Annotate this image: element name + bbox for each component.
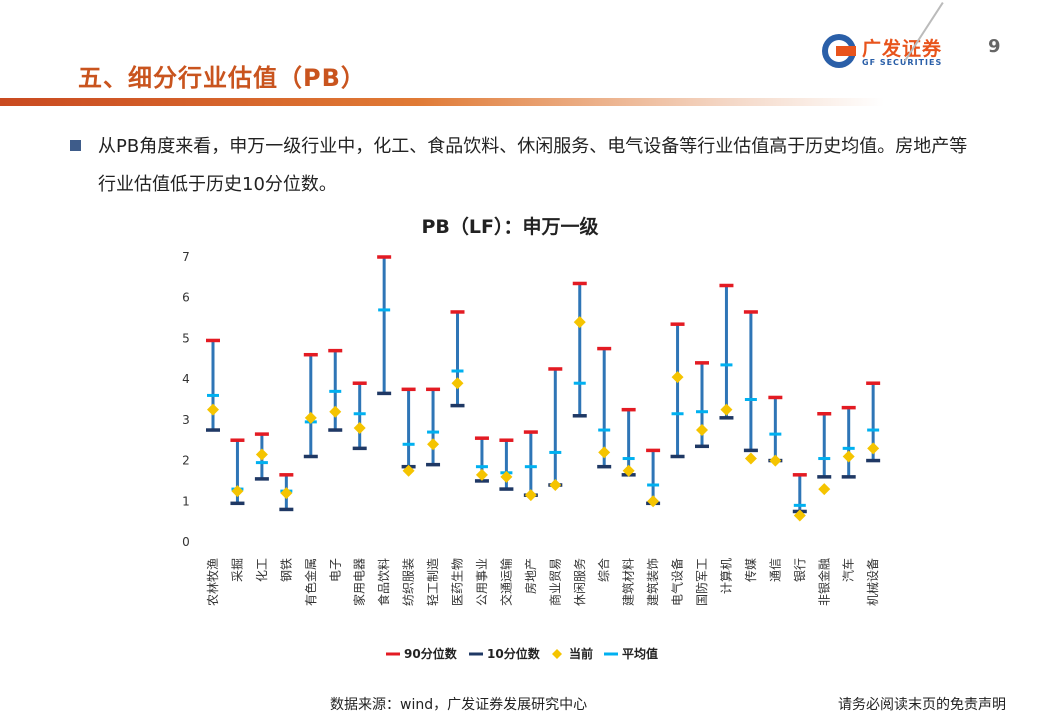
x-category-label: 有色金属 [303,558,318,606]
y-axis: 0 1 2 3 4 5 6 7 [182,250,190,549]
legend-swatch [552,649,562,659]
slide-header: 五、细分行业估值（PB） 广发证券 GF SECURITIES 9 [0,0,1040,110]
x-category-label: 食品饮料 [376,558,391,606]
disclaimer-note: 请务必阅读末页的免责声明 [838,697,1006,713]
current-marker [647,495,660,508]
y-tick-label: 6 [182,291,190,305]
legend-label: 10分位数 [487,646,541,661]
x-axis-labels: 农林牧渔 采掘 化工 钢铁 有色金属 电子 家用电器 食品饮料 纺织服装 轻工制造 医药生物 公用事业… [206,558,880,606]
current-marker [402,464,415,477]
logo-chinese-name: 广发证券 [862,38,943,60]
current-marker [793,509,806,522]
x-category-label: 轻工制造 [426,558,440,606]
current-marker [475,468,488,481]
current-marker [744,452,757,465]
current-marker [549,479,562,491]
x-category-label: 综合 [596,558,611,582]
legend-label: 当前 [569,646,593,661]
data-source-note: 数据来源：wind，广发证券发展研究中心 [330,697,588,713]
legend-label: 90分位数 [404,646,458,661]
current-marker [231,485,244,498]
page-number: 9 [988,36,1001,57]
x-category-label: 机械设备 [865,558,880,606]
y-tick-label: 0 [182,535,190,549]
current-marker [842,450,855,463]
current-marker [598,446,611,459]
x-category-label: 房地产 [523,558,538,594]
x-category-label: 化工 [255,558,269,582]
y-tick-label: 1 [182,494,190,508]
current-marker [304,411,317,424]
x-category-label: 医药生物 [451,558,465,606]
current-marker [451,377,464,390]
x-category-label: 计算机 [718,558,733,594]
y-tick-label: 7 [182,250,190,264]
current-marker [818,483,831,496]
chart-title: PB（LF）：申万一级 [422,215,599,238]
current-marker [867,442,880,455]
current-marker [769,454,782,467]
x-category-label: 电气设备 [670,558,685,606]
current-marker [671,371,684,384]
gf-logo-icon [822,34,856,68]
x-category-label: 纺织服装 [402,558,416,606]
slide-title: 五、细分行业估值（PB） [78,64,366,92]
x-category-label: 电子 [328,558,342,582]
current-marker [524,489,537,502]
chart-legend: 90分位数 10分位数 当前 平均值 [386,646,658,661]
current-marker [573,316,586,329]
pb-range-chart: PB（LF）：申万一级 0 1 2 3 4 5 6 7 农林牧渔 采掘 化工 钢铁 有色金属 电子 家用电… [182,215,881,661]
x-category-label: 银行 [793,558,807,582]
x-category-label: 国防军工 [694,558,709,606]
current-marker [255,448,268,461]
x-category-label: 汽车 [841,558,856,582]
header-gradient-bar [0,98,1040,106]
current-marker [207,403,219,416]
x-category-label: 采掘 [229,558,244,582]
chart-series [206,255,881,522]
company-logo: 广发证券 GF SECURITIES [822,34,962,68]
current-marker [696,424,708,437]
x-category-label: 农林牧渔 [206,558,220,606]
current-marker [353,422,366,434]
x-category-label: 建筑材料 [621,558,636,606]
x-category-label: 建筑装饰 [645,558,660,606]
x-category-label: 休闲服务 [572,558,587,606]
current-marker [720,403,733,416]
current-marker [500,470,513,483]
x-category-label: 钢铁 [279,558,293,582]
bullet-square-icon [70,140,81,151]
logo-english-name: GF SECURITIES [862,58,943,67]
x-category-label: 家用电器 [352,558,367,606]
current-marker [280,487,293,500]
current-marker [329,405,342,418]
x-category-label: 交通运输 [498,558,513,606]
x-category-label: 通信 [768,558,782,582]
x-category-label: 传媒 [743,558,758,582]
current-marker [622,464,635,477]
y-tick-label: 2 [182,454,190,468]
x-category-label: 商业贸易 [547,558,562,606]
y-tick-label: 4 [182,372,190,386]
x-category-label: 公用事业 [475,558,489,606]
legend-label: 平均值 [622,646,658,661]
y-tick-label: 5 [182,331,190,345]
bullet-text: 从PB角度来看，申万一级行业中，化工、食品饮料、休闲服务、电气设备等行业估值高于… [98,136,968,195]
x-category-label: 非银金融 [816,558,831,606]
current-marker [427,438,440,451]
y-tick-label: 3 [182,413,190,427]
